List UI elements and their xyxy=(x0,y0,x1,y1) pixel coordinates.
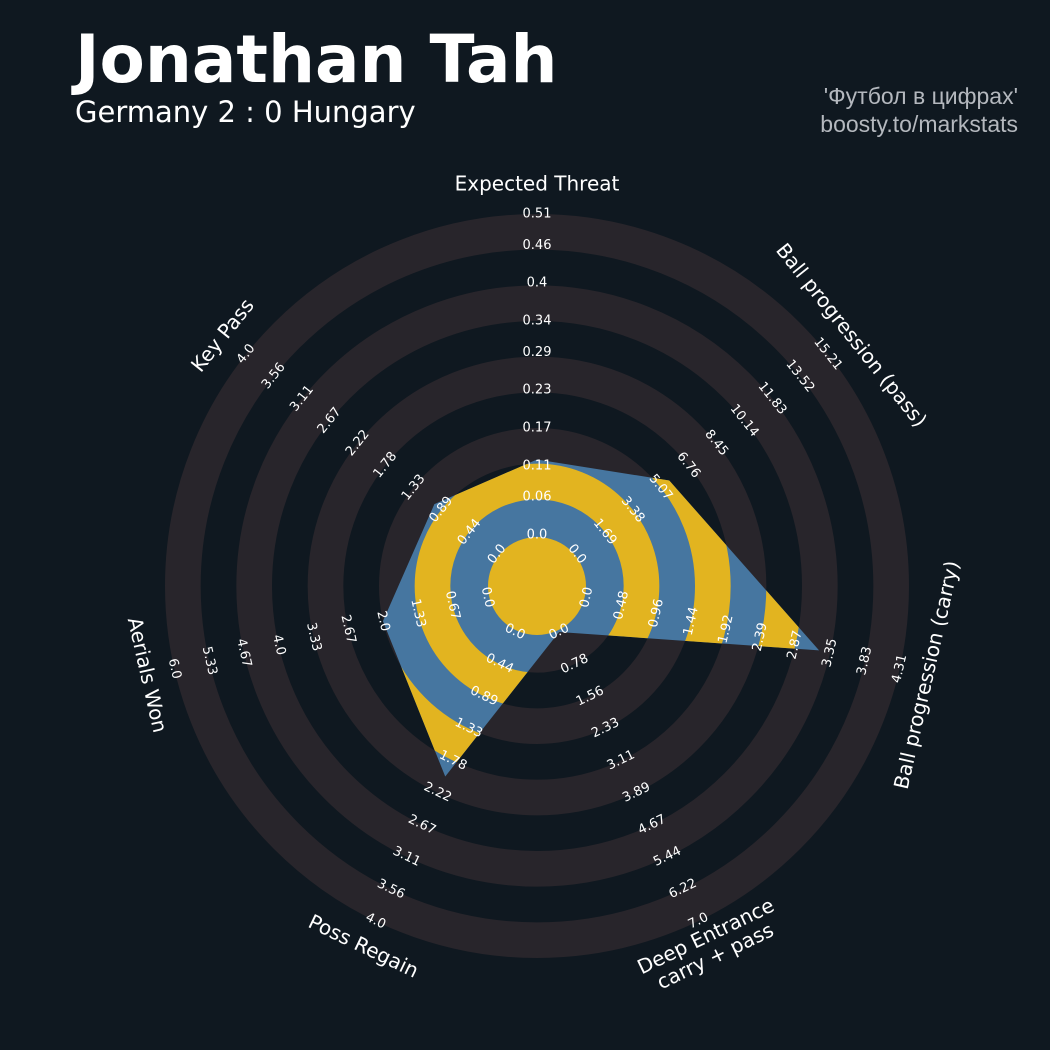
tick-label: 2.67 xyxy=(337,613,358,645)
tick-label: 0.4 xyxy=(527,276,548,291)
param-label: Expected Threat xyxy=(455,172,620,196)
tick-label: 0.51 xyxy=(523,207,552,222)
chart-subtitle: Germany 2 : 0 Hungary xyxy=(75,95,416,129)
tick-label: 2.0 xyxy=(373,609,392,633)
tick-label: 5.33 xyxy=(199,645,220,677)
tick-label: 0.48 xyxy=(611,590,632,622)
tick-label: 0.46 xyxy=(523,238,552,253)
tick-label: 3.33 xyxy=(303,621,324,653)
tick-label: 0.0 xyxy=(478,586,497,610)
tick-label: 0.29 xyxy=(523,345,552,360)
tick-label: 0.23 xyxy=(523,383,552,398)
tick-label: 1.92 xyxy=(716,613,737,645)
tick-label: 1.33 xyxy=(407,597,428,629)
chart-title: Jonathan Tah xyxy=(71,21,558,98)
tick-label: 0.17 xyxy=(523,421,552,436)
tick-label: 3.35 xyxy=(819,637,840,669)
ring xyxy=(164,213,910,959)
tick-label: 2.87 xyxy=(785,629,806,661)
credit: 'Футбол в цифрах' xyxy=(824,83,1018,109)
tick-label: 0.96 xyxy=(646,597,667,629)
tick-label: 2.39 xyxy=(750,621,771,653)
tick-label: 4.67 xyxy=(233,637,254,669)
tick-label: 0.34 xyxy=(523,314,552,329)
tick-label: 6.0 xyxy=(165,657,184,681)
radar-ring xyxy=(488,537,586,635)
tick-label: 4.31 xyxy=(889,653,910,685)
tick-label: 0.11 xyxy=(523,458,552,473)
tick-label: 3.83 xyxy=(854,645,875,677)
tick-label: 1.44 xyxy=(681,605,702,637)
tick-label: 4.0 xyxy=(269,633,288,657)
tick-label: 0.06 xyxy=(523,490,552,505)
tick-label: 0.0 xyxy=(527,528,548,543)
credit: boosty.to/markstats xyxy=(820,111,1018,137)
tick-label: 0.67 xyxy=(442,590,463,622)
ring xyxy=(236,285,838,887)
tick-label: 0.0 xyxy=(577,586,596,610)
